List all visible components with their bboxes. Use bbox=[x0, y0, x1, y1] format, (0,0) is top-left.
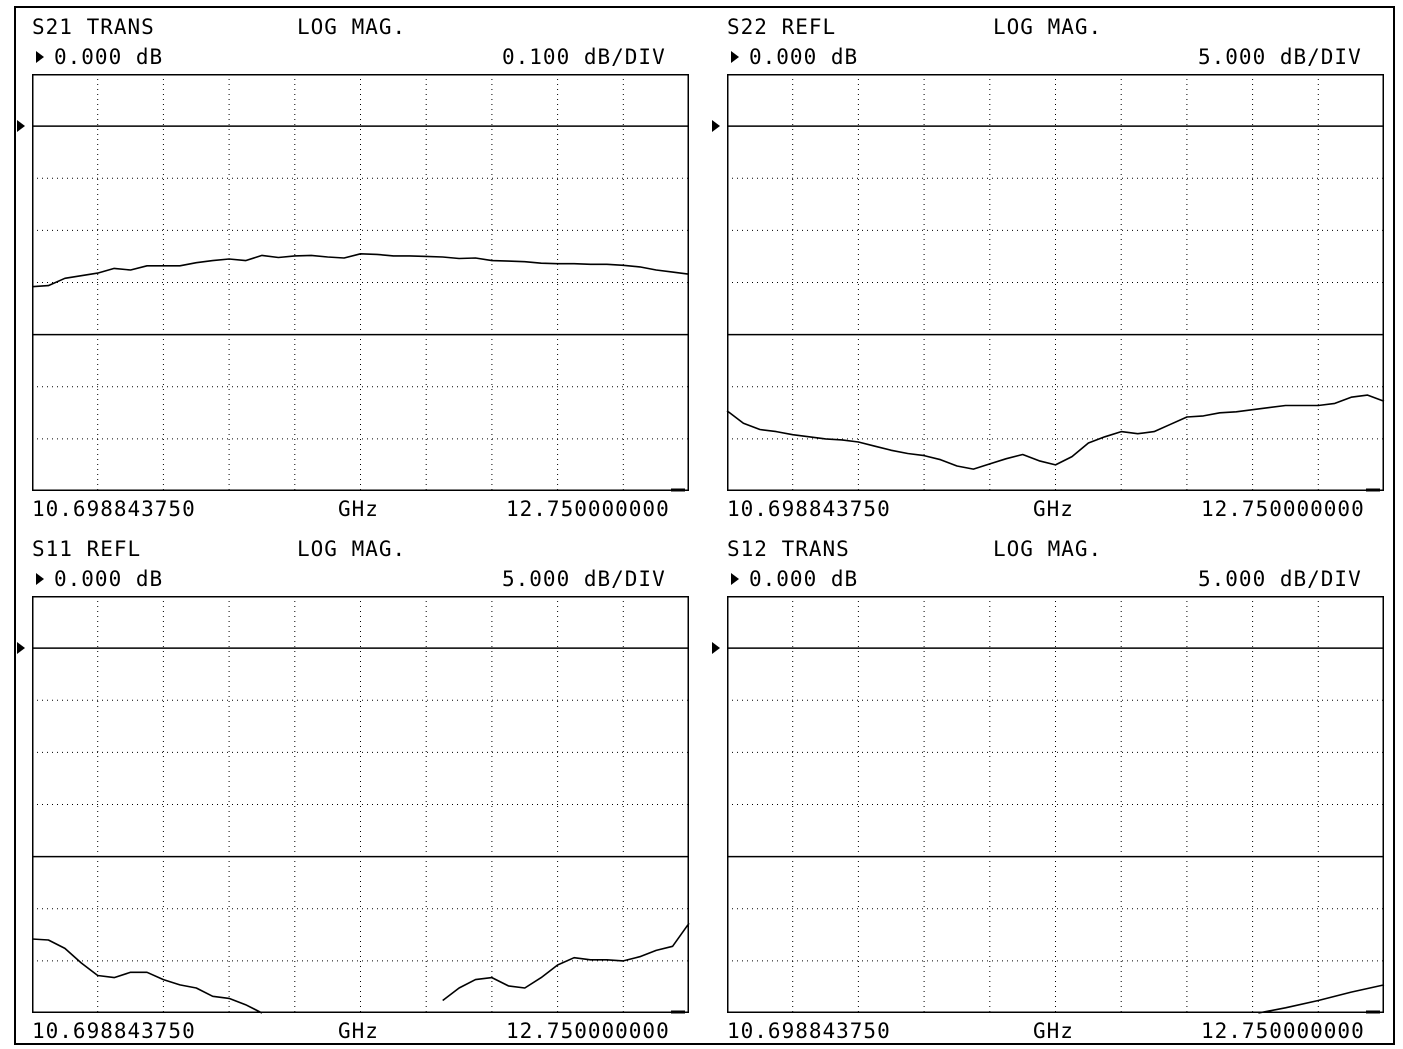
analyzer-display-frame bbox=[14, 6, 1395, 1045]
ref-marker-icon bbox=[36, 573, 44, 585]
ref-value: 0.000 dB bbox=[54, 567, 164, 591]
frequency-unit: GHz bbox=[338, 497, 379, 521]
ref-value: 0.000 dB bbox=[749, 567, 859, 591]
ref-value: 0.000 dB bbox=[54, 45, 164, 69]
ref-position-icon bbox=[17, 120, 25, 132]
start-frequency: 10.698843750 bbox=[32, 497, 196, 521]
format-label: LOG MAG. bbox=[297, 537, 407, 561]
frequency-unit: GHz bbox=[1033, 1019, 1074, 1043]
trace-line-0 bbox=[31, 253, 690, 288]
param-label: S11 REFL bbox=[32, 537, 142, 561]
stop-frequency: 12.750000000 bbox=[506, 497, 670, 521]
scale-label: 5.000 dB/DIV bbox=[1198, 45, 1362, 69]
format-label: LOG MAG. bbox=[993, 15, 1103, 39]
s12-plot bbox=[727, 596, 1385, 1014]
stop-frequency: 12.750000000 bbox=[506, 1019, 670, 1043]
start-frequency: 10.698843750 bbox=[727, 1019, 891, 1043]
plot-border bbox=[32, 74, 689, 491]
plot-border bbox=[727, 596, 1384, 1013]
format-label: LOG MAG. bbox=[297, 15, 407, 39]
scale-label: 5.000 dB/DIV bbox=[1198, 567, 1362, 591]
ref-position-icon bbox=[712, 120, 720, 132]
format-label: LOG MAG. bbox=[993, 537, 1103, 561]
ref-marker-icon bbox=[731, 51, 739, 63]
ref-marker-icon bbox=[731, 573, 739, 585]
param-label: S12 TRANS bbox=[727, 537, 850, 561]
ref-value: 0.000 dB bbox=[749, 45, 859, 69]
frequency-unit: GHz bbox=[338, 1019, 379, 1043]
param-label: S21 TRANS bbox=[32, 15, 155, 39]
ref-marker-icon bbox=[36, 51, 44, 63]
plot-border bbox=[32, 596, 689, 1013]
ref-position-icon bbox=[17, 642, 25, 654]
s11-plot bbox=[31, 596, 690, 1014]
start-frequency: 10.698843750 bbox=[32, 1019, 196, 1043]
stop-frequency: 12.750000000 bbox=[1201, 497, 1365, 521]
scale-label: 0.100 dB/DIV bbox=[502, 45, 666, 69]
stop-frequency: 12.750000000 bbox=[1201, 1019, 1365, 1043]
trace-line-0 bbox=[1258, 984, 1385, 1014]
start-frequency: 10.698843750 bbox=[727, 497, 891, 521]
frequency-unit: GHz bbox=[1033, 497, 1074, 521]
plot-border bbox=[727, 74, 1384, 491]
trace-line-0 bbox=[31, 922, 690, 1014]
param-label: S22 REFL bbox=[727, 15, 837, 39]
scale-label: 5.000 dB/DIV bbox=[502, 567, 666, 591]
s21-plot bbox=[31, 74, 690, 492]
trace-line-0 bbox=[726, 394, 1385, 470]
s22-plot bbox=[726, 74, 1385, 492]
ref-position-icon bbox=[712, 642, 720, 654]
